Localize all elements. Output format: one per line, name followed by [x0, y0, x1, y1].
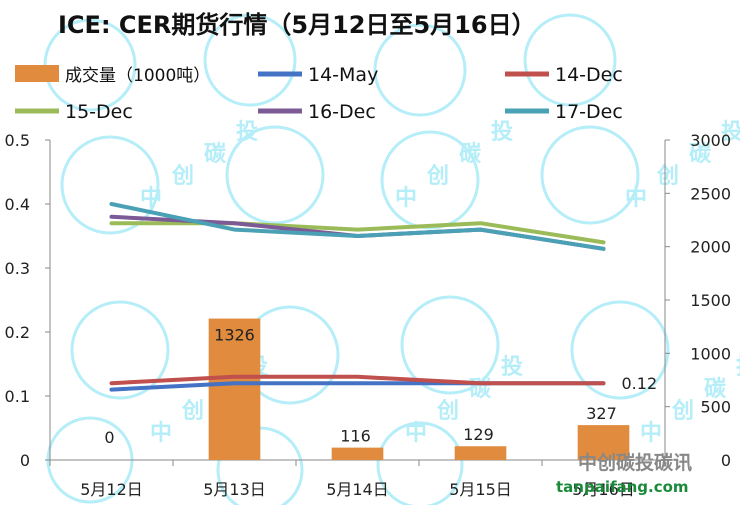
watermark-char: 中 — [395, 186, 417, 211]
x-tick-label: 5月12日 — [80, 480, 143, 499]
legend-label-15-Dec: 15-Dec — [65, 101, 133, 123]
watermark-char: 投 — [491, 120, 513, 145]
bar-data-label: 327 — [586, 404, 617, 423]
axes: 0 0.1 0.2 0.3 0.4 0.5 0 500 1000 1500 2000 2500 3000… — [5, 131, 731, 499]
watermark: 中创碳投中创碳投中创碳投中创碳投中创碳投中创碳投 — [43, 13, 740, 505]
legend-label-17-Dec: 17-Dec — [555, 101, 623, 123]
watermark-char: 投 — [736, 355, 740, 380]
watermark-char: 中 — [625, 186, 647, 211]
legend-label-volume: 成交量（1000吨） — [65, 66, 210, 86]
bar-volume — [577, 425, 630, 460]
y-right-tick-label: 1000 — [690, 344, 731, 363]
watermark-char: 碳 — [204, 142, 227, 167]
bar-data-label: 0 — [104, 428, 114, 447]
lines — [109, 202, 606, 392]
legend-label-16-Dec: 16-Dec — [308, 101, 376, 123]
watermark-char: 中 — [405, 421, 427, 446]
bar-data-label: 1326 — [214, 326, 255, 345]
bars — [208, 318, 630, 460]
watermark-char: 创 — [171, 164, 194, 189]
brand-name: 中创碳投碳讯 — [578, 451, 692, 474]
y-right-tick-label: 500 — [700, 398, 731, 417]
y-right-tick-label: 2500 — [690, 184, 731, 203]
bar-data-label: 116 — [340, 427, 371, 446]
legend-swatch-volume — [15, 65, 59, 82]
watermark-circle — [203, 13, 297, 107]
y-left-tick-label: 0.4 — [5, 195, 30, 214]
bar-volume — [208, 318, 261, 460]
x-tick-label: 5月13日 — [203, 480, 266, 499]
x-tick-label: 5月16日 — [572, 480, 635, 499]
watermark-char: 创 — [671, 399, 694, 424]
watermark-circle — [540, 125, 640, 225]
brand-url: tanpaifang.com — [556, 478, 689, 496]
watermark-char: 中 — [640, 421, 662, 446]
watermark-circle — [70, 300, 170, 400]
watermark-char: 碳 — [689, 142, 712, 167]
watermark-char: 投 — [501, 355, 523, 380]
watermark-circle — [376, 421, 464, 505]
watermark-char: 投 — [721, 120, 740, 145]
series-line-17-Dec — [109, 202, 606, 251]
watermark-circle — [523, 13, 617, 107]
brand: 中创碳投碳讯 tanpaifang.com — [556, 451, 692, 496]
x-tick-label: 5月15日 — [449, 480, 512, 499]
watermark-char: 创 — [656, 164, 679, 189]
watermark-char: 中 — [140, 186, 162, 211]
bar-data-label: 129 — [463, 425, 494, 444]
x-tick-label: 5月14日 — [326, 480, 389, 499]
data-labels: 0 1326 116 129 327 0.12 — [104, 326, 657, 447]
watermark-circle — [380, 130, 480, 230]
watermark-char: 创 — [181, 399, 204, 424]
watermark-circle — [400, 295, 500, 395]
watermark-char: 创 — [426, 164, 449, 189]
watermark-circle — [570, 300, 670, 400]
series-line-15-Dec — [109, 221, 606, 245]
watermark-circle — [225, 125, 325, 225]
y-left-tick-label: 0.2 — [5, 323, 30, 342]
y-left-tick-label: 0.5 — [5, 131, 30, 150]
bar-volume — [454, 446, 507, 460]
y-right-tick-label: 2000 — [690, 238, 731, 257]
y-left-tick-label: 0.3 — [5, 259, 30, 278]
watermark-char: 中 — [150, 421, 172, 446]
chart-title: ICE: CER期货行情（5月12日至5月16日） — [58, 11, 536, 39]
y-left-tick-label: 0.1 — [5, 387, 30, 406]
legend-label-14-May: 14-May — [308, 64, 378, 86]
watermark-char: 碳 — [469, 377, 492, 402]
watermark-char: 创 — [436, 399, 459, 424]
watermark-circle — [373, 23, 467, 117]
y-right-tick-label: 3000 — [690, 131, 731, 150]
watermark-char: 碳 — [459, 142, 482, 167]
y-right-tick-label: 1500 — [690, 291, 731, 310]
watermark-char: 投 — [236, 120, 258, 145]
bar-volume — [331, 447, 384, 460]
legend-label-14-Dec: 14-Dec — [555, 64, 623, 86]
watermark-circle — [60, 135, 160, 235]
y-right-tick-label: 0 — [721, 451, 731, 470]
series-end-label: 0.12 — [622, 374, 658, 393]
watermark-char: 碳 — [704, 377, 727, 402]
y-left-tick-label: 0 — [20, 451, 30, 470]
series-line-14-Dec — [109, 374, 606, 386]
legend: 成交量（1000吨） 14-May 14-Dec 15-Dec 16-Dec 17-Dec — [15, 64, 623, 123]
